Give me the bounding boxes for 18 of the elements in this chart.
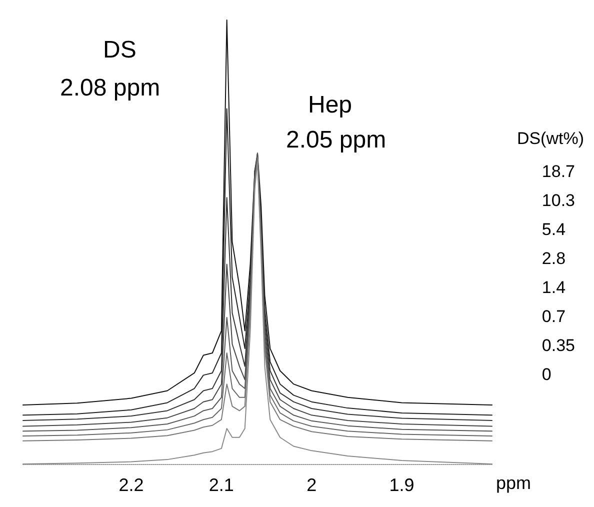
x-tick-label: 2 xyxy=(306,475,317,495)
text: 18.7 xyxy=(542,162,576,181)
x-tick-label: 2.2 xyxy=(118,475,144,495)
annotation: 2.05 ppm xyxy=(286,126,386,154)
legend-title: DS(wt%) xyxy=(516,129,584,148)
text: 5.4 xyxy=(542,220,566,239)
annotation: 2.08 ppm xyxy=(60,74,160,102)
text: 0.7 xyxy=(542,307,566,326)
annotation: Hep xyxy=(308,92,352,118)
x-axis-title: ppm xyxy=(496,473,532,493)
text: 2.8 xyxy=(542,249,566,268)
text: 10.3 xyxy=(542,191,576,210)
text: 0.35 xyxy=(542,336,576,355)
x-tick-label: 1.9 xyxy=(389,475,414,495)
annotation: DS xyxy=(103,36,136,64)
text: 0 xyxy=(542,365,552,384)
x-tick-label: 2.1 xyxy=(208,475,234,495)
text: 1.4 xyxy=(542,278,566,297)
